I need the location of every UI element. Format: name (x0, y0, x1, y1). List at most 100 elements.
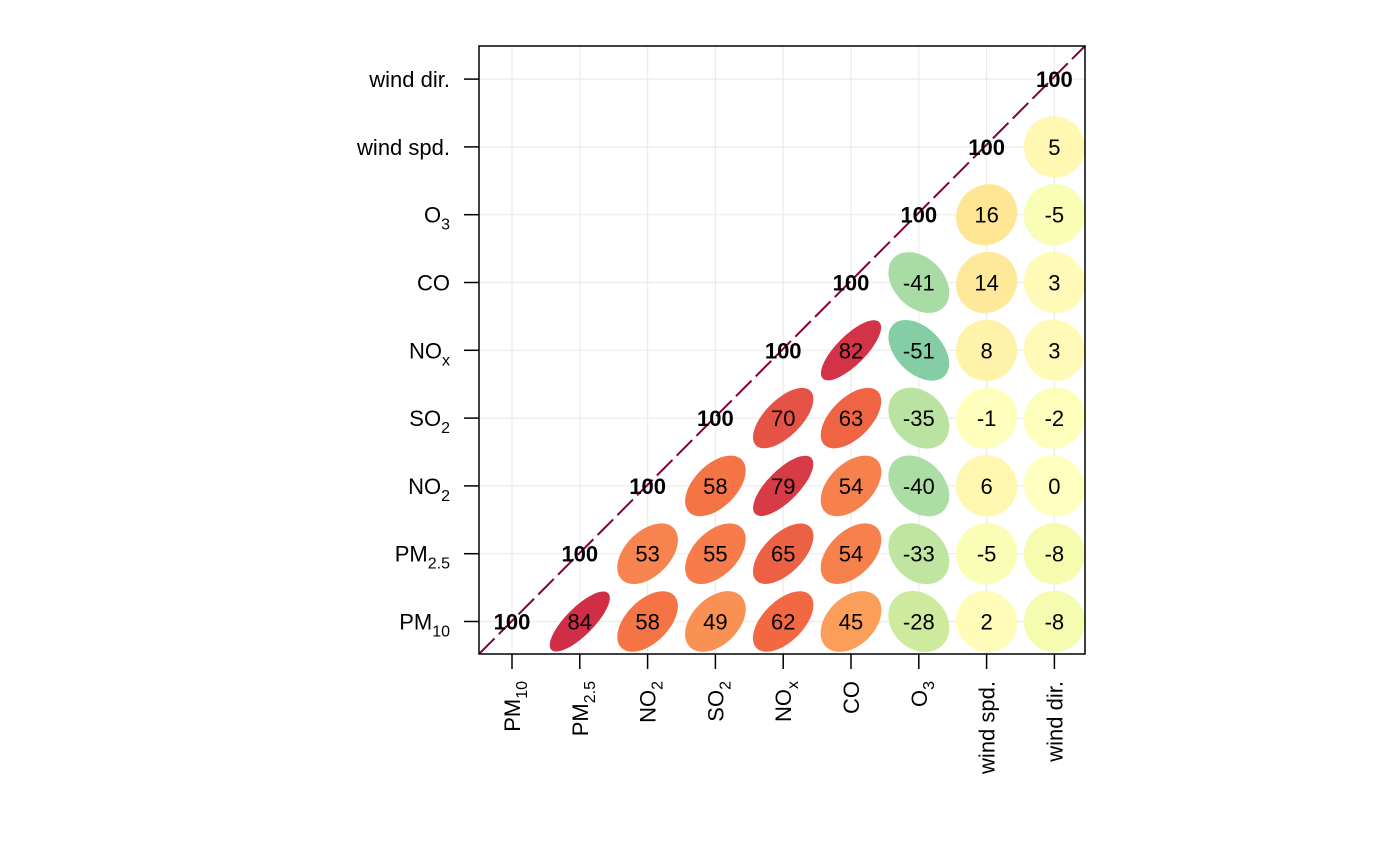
x-tick-label: PM2.5 (568, 681, 599, 736)
cell-value-label: 14 (974, 271, 998, 296)
cell-value-label: 82 (839, 338, 863, 363)
correlation-cell: 53 (617, 523, 678, 585)
correlation-cell: -5 (1023, 184, 1086, 246)
correlation-cell: -28 (888, 590, 950, 653)
correlation-ellipse (1023, 116, 1086, 178)
correlation-ellipse (955, 455, 1018, 517)
cell-value-label: 54 (839, 474, 863, 499)
cell-value-label: 3 (1048, 338, 1060, 363)
diagonal-value-label: 100 (833, 271, 870, 296)
correlation-ellipse (1023, 319, 1086, 381)
correlation-cell: -35 (888, 387, 950, 449)
correlation-ellipse (888, 590, 950, 653)
y-tick-label: wind dir. (368, 67, 450, 92)
correlation-cell: -8 (1023, 590, 1086, 653)
cell-value-label: 55 (703, 542, 727, 567)
correlation-cell: 54 (820, 455, 882, 517)
cell-value-label: 49 (703, 610, 727, 635)
y-tick-label: PM2.5 (395, 542, 450, 573)
correlation-cell: 6 (955, 455, 1018, 517)
correlation-ellipse (956, 184, 1018, 246)
correlation-cell: 49 (685, 591, 746, 652)
cell-value-label: 70 (771, 406, 795, 431)
correlation-cell: 55 (685, 523, 746, 585)
cell-value-label: 53 (635, 542, 659, 567)
cell-value-label: -28 (903, 610, 935, 635)
correlation-cells: 84 58 49 62 45 -28 2 -853 55 65 54 -33 -5 -858 79 54 -40… (549, 116, 1086, 653)
correlation-ellipse (955, 319, 1018, 381)
x-tick-label: O3 (907, 681, 938, 707)
correlation-ellipse (1023, 590, 1086, 653)
y-tick-label: NO2 (408, 474, 450, 505)
correlation-ellipse (1023, 387, 1086, 449)
correlation-ellipse (685, 455, 746, 517)
correlation-ellipse (1023, 251, 1086, 314)
x-tick-label: NOx (771, 681, 802, 722)
correlation-ellipse (955, 590, 1018, 653)
cell-value-label: 65 (771, 542, 795, 567)
diagonal-value-label: 100 (697, 406, 734, 431)
correlation-ellipse (685, 591, 746, 652)
y-tick-label: NOx (409, 338, 450, 369)
diagonal-value-label: 100 (629, 474, 666, 499)
cell-value-label: -40 (903, 474, 935, 499)
cell-value-label: 62 (771, 610, 795, 635)
cell-value-label: 84 (568, 610, 592, 635)
cell-value-label: 2 (980, 610, 992, 635)
cell-value-label: 8 (980, 338, 992, 363)
y-tick-label: SO2 (409, 406, 450, 437)
correlation-ellipse (1023, 523, 1086, 585)
correlation-cell: -41 (888, 252, 950, 313)
x-tick-label: wind dir. (1042, 681, 1067, 763)
diagonal-value-label: 100 (765, 338, 802, 363)
cell-value-label: -51 (903, 338, 935, 363)
y-tick-label: PM10 (399, 610, 450, 641)
cell-value-label: -2 (1045, 406, 1065, 431)
correlation-cell: -51 (888, 319, 950, 381)
correlation-ellipse (820, 320, 882, 381)
diagonal-value-label: 100 (494, 610, 531, 635)
correlation-cell: 5 (1023, 116, 1086, 178)
correlation-cell: -8 (1023, 523, 1086, 585)
diagonal-labels: 100 100 100 100 100 100 100 100 100 (494, 67, 1073, 634)
correlation-ellipse (820, 455, 882, 517)
correlation-ellipse (617, 523, 678, 585)
correlation-cell: 45 (820, 591, 882, 652)
y-tick-label: CO (417, 271, 450, 296)
correlation-ellipse (752, 591, 814, 652)
correlation-cell: 0 (1023, 455, 1086, 517)
correlation-ellipse (1023, 455, 1086, 517)
y-tick-label: wind spd. (356, 135, 450, 160)
correlation-ellipse (753, 387, 814, 449)
correlation-cell: 3 (1023, 251, 1086, 314)
y-tick-label: O3 (424, 203, 450, 234)
cell-value-label: 0 (1048, 474, 1060, 499)
correlation-cell: -2 (1023, 387, 1086, 449)
cell-value-label: -8 (1045, 610, 1065, 635)
diagonal-value-label: 100 (561, 542, 598, 567)
cell-value-label: 5 (1048, 135, 1060, 160)
cell-value-label: -1 (977, 406, 997, 431)
cell-value-label: 79 (771, 474, 795, 499)
correlation-cell: 70 (753, 387, 814, 449)
x-tick-label: PM10 (500, 681, 531, 732)
correlation-ellipse (1023, 184, 1086, 246)
cell-value-label: -5 (1045, 203, 1065, 228)
correlation-ellipse (752, 523, 814, 584)
x-tick-label: SO2 (703, 681, 734, 722)
cell-value-label: 63 (839, 406, 863, 431)
correlation-ellipse (549, 591, 610, 652)
correlation-ellipse (956, 251, 1018, 314)
correlation-cell: 63 (820, 387, 882, 449)
correlation-cell: 54 (820, 523, 882, 585)
correlation-cell: 3 (1023, 319, 1086, 381)
correlation-cell: -1 (955, 387, 1018, 449)
correlation-cell: 14 (956, 251, 1018, 314)
correlation-ellipse (888, 319, 950, 381)
correlation-cell: 58 (685, 455, 746, 517)
correlation-cell: -33 (888, 523, 950, 585)
correlation-cell: -40 (888, 455, 950, 517)
correlation-ellipse (888, 523, 950, 585)
correlation-cell: 2 (955, 590, 1018, 653)
